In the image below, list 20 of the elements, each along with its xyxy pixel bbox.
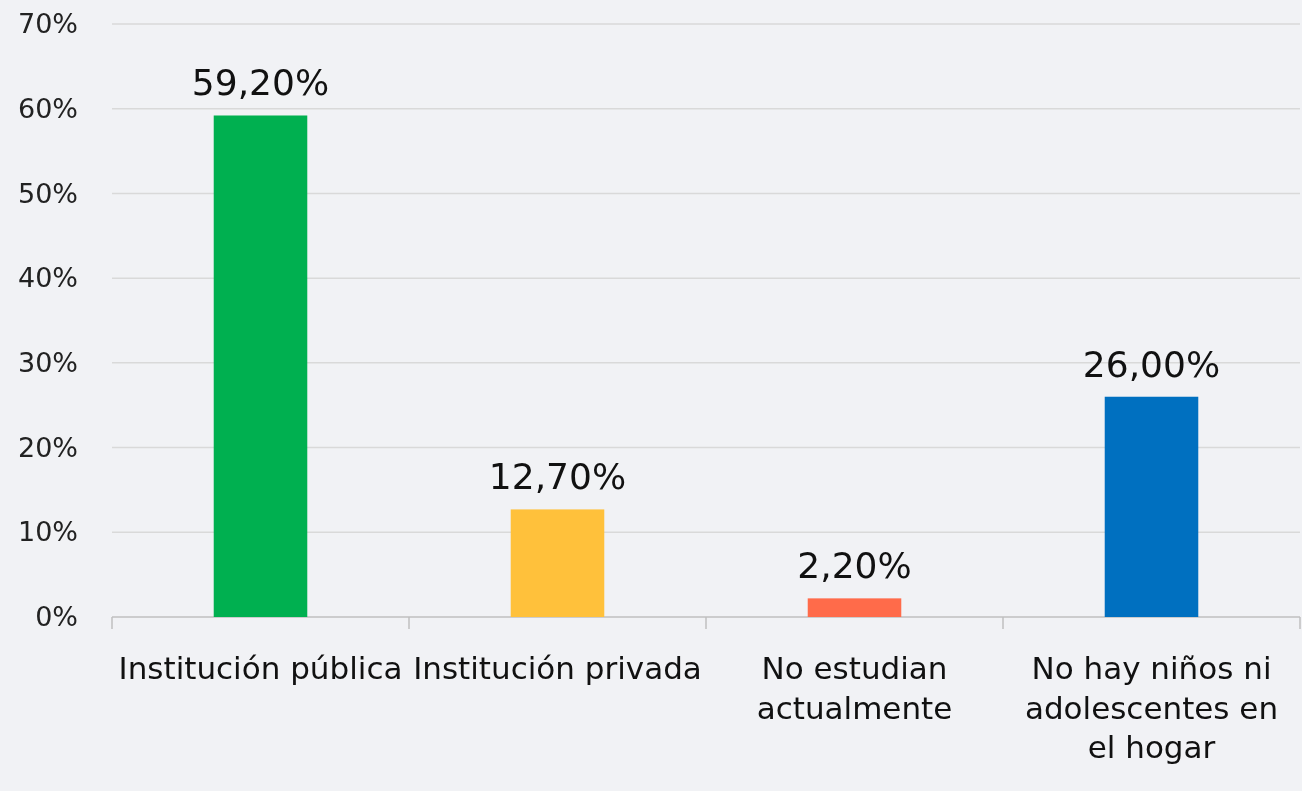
x-tick-label: Institución privada [413,650,702,686]
bar [807,598,902,617]
bar [213,115,308,617]
y-tick-label: 40% [17,262,78,294]
y-tick-label: 0% [35,601,78,633]
y-tick-label: 10% [17,516,78,548]
data-label: 12,70% [488,456,627,498]
y-tick-label: 30% [17,347,78,378]
bar [1104,396,1199,617]
x-tick-label: No estudian actualmente [756,650,953,726]
x-tick-label: Institución pública [118,650,403,686]
x-tick-label: No hay niños ni adolescentes en el hogar [1024,650,1279,766]
bar [510,509,605,617]
data-label: 59,20% [191,62,330,104]
data-label: 26,00% [1082,343,1221,385]
y-tick-label: 70% [17,8,78,40]
y-tick-label: 50% [17,177,78,209]
y-tick-label: 60% [17,92,78,124]
data-label: 2,20% [797,545,912,587]
y-tick-label: 20% [17,431,78,463]
